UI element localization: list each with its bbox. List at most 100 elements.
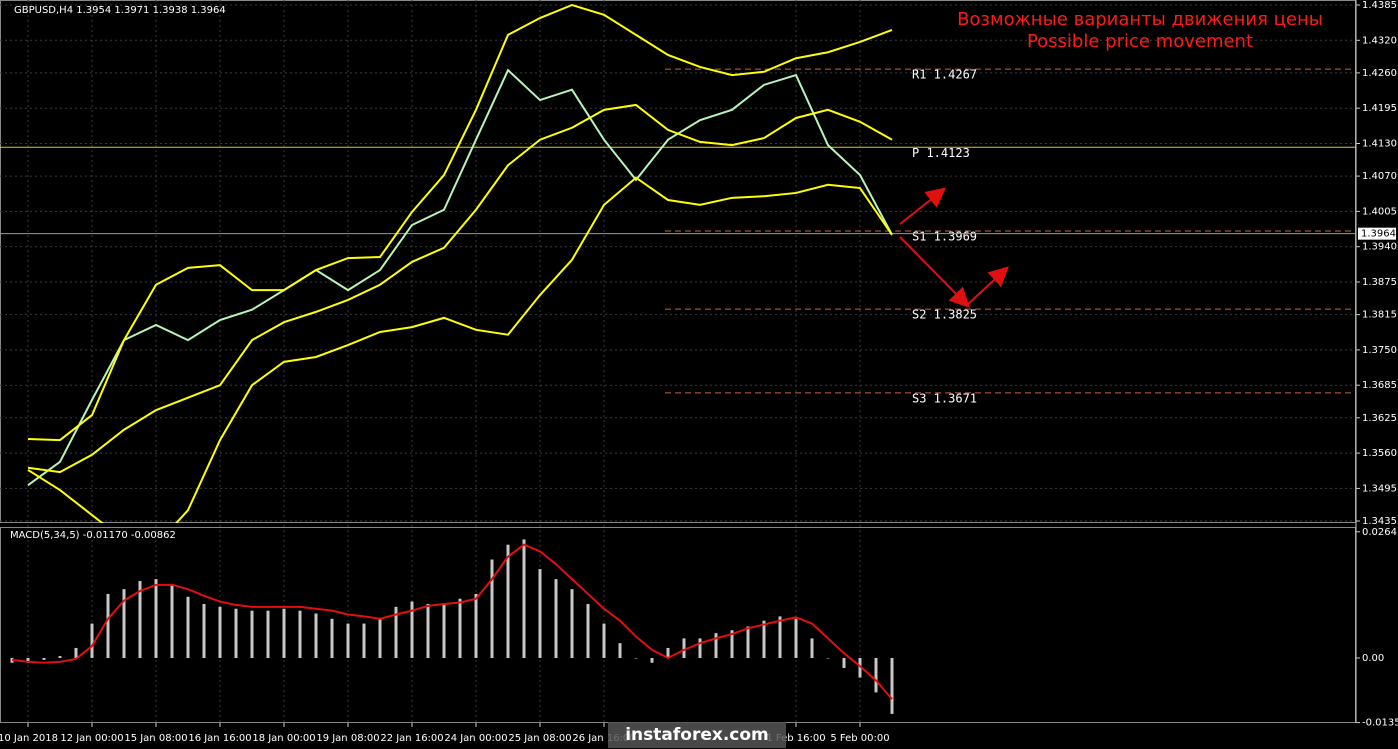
arrow-down <box>899 236 970 308</box>
histogram-bar <box>346 623 350 658</box>
x-tick-label: 18 Jan 00:00 <box>252 733 315 744</box>
histogram-bar <box>26 657 30 663</box>
histogram-bar <box>42 657 46 660</box>
y-tick-label: 1.4320 <box>1362 35 1397 46</box>
histogram-bar <box>762 620 766 658</box>
histogram-bar <box>618 643 622 658</box>
y-tick-label: 1.3750 <box>1362 345 1397 356</box>
y-tick-label: 1.4005 <box>1362 206 1397 217</box>
histogram-bar <box>698 638 702 658</box>
y-tick-label: 1.4385 <box>1362 0 1397 11</box>
forecast-arrows <box>899 187 1009 308</box>
histogram-bar <box>138 581 142 658</box>
chart-title: GBPUSD,H4 1.3954 1.3971 1.3938 1.3964 <box>14 5 226 16</box>
histogram-bar <box>394 606 398 658</box>
histogram-bar <box>874 657 878 693</box>
last-price-label: 1.3964 <box>1361 229 1396 240</box>
histogram-bar <box>218 606 222 658</box>
histogram-bar <box>602 623 606 658</box>
histogram-bar <box>282 608 286 658</box>
x-tick-label: 5 Feb 00:00 <box>830 733 889 744</box>
x-tick-label: 26 Jan 16:00 <box>572 733 635 744</box>
histogram-bar <box>634 657 638 659</box>
histogram-bar <box>810 638 814 658</box>
histogram-bar <box>522 539 526 658</box>
y-tick-label: 0.0264 <box>1362 527 1397 538</box>
y-tick-label: 1.3495 <box>1362 483 1397 494</box>
series-line <box>27 176 893 523</box>
histogram-bar <box>426 603 430 658</box>
y-tick-label: 1.4260 <box>1362 68 1397 79</box>
arrow-up <box>899 187 947 225</box>
last-price-box <box>1358 227 1396 240</box>
histogram-bar <box>266 610 270 658</box>
histogram-bar <box>410 601 414 658</box>
pivot-label: S2 1.3825 <box>912 308 977 322</box>
y-tick-label: 1.3940 <box>1362 242 1397 253</box>
y-tick-label: 1.3875 <box>1362 277 1397 288</box>
annotation: Possible price movement <box>1027 31 1253 52</box>
histogram-bar <box>442 603 446 658</box>
histogram-bar <box>650 657 654 663</box>
watermark: instaforex.com <box>608 722 786 748</box>
x-tick-label: 19 Jan 08:00 <box>316 733 379 744</box>
histogram-bar <box>58 656 62 658</box>
x-tick-label: 12 Jan 00:00 <box>60 733 123 744</box>
y-tick-label: 0.00 <box>1362 653 1384 664</box>
histogram-bar <box>890 657 894 714</box>
x-tick-label: 25 Jan 08:00 <box>508 733 571 744</box>
y-tick-label: 1.4070 <box>1362 171 1397 182</box>
histogram-bar <box>794 618 798 658</box>
series-line <box>27 103 893 474</box>
histogram-bar <box>858 657 862 678</box>
x-tick-label: 10 Jan 2018 <box>0 733 58 744</box>
histogram-bar <box>90 623 94 658</box>
y-tick-label: 1.4195 <box>1362 103 1397 114</box>
histogram-bar <box>682 638 686 658</box>
y-tick-label: 1.3815 <box>1362 310 1397 321</box>
histogram-bar <box>202 603 206 658</box>
pivot-label: P 1.4123 <box>912 146 970 160</box>
y-tick-label: -0.01352 <box>1362 718 1398 729</box>
histogram-bar <box>538 569 542 658</box>
series-line <box>27 3 893 442</box>
histogram-bar <box>570 589 574 658</box>
histogram-bar <box>106 593 110 658</box>
macd-title: MACD(5,34,5) -0.01170 -0.00862 <box>10 530 176 541</box>
histogram-bar <box>474 593 478 658</box>
histogram-bar <box>490 559 494 658</box>
y-tick-label: 1.3685 <box>1362 380 1397 391</box>
histogram-bar <box>842 657 846 669</box>
histogram-bar <box>298 610 302 658</box>
histogram-bar <box>506 544 510 658</box>
histogram-bar <box>458 598 462 658</box>
histogram-bar <box>586 603 590 658</box>
arrow-rebound <box>966 266 1009 306</box>
x-tick-label: 15 Jan 08:00 <box>124 733 187 744</box>
histogram-bar <box>778 616 782 658</box>
y-tick-label: 1.3560 <box>1362 448 1397 459</box>
pivot-label: S3 1.3671 <box>912 391 977 405</box>
pivot-label: R1 1.4267 <box>912 68 977 82</box>
series-line <box>27 68 893 486</box>
x-tick-label: 22 Jan 16:00 <box>380 733 443 744</box>
histogram-bar <box>170 583 174 658</box>
histogram-bar <box>186 596 190 658</box>
histogram-bar <box>74 647 78 658</box>
x-tick-label: 1 Feb 16:00 <box>766 733 825 744</box>
series-line <box>11 543 893 700</box>
histogram-bar <box>730 630 734 658</box>
histogram-bar <box>330 618 334 658</box>
histogram-bar <box>554 579 558 658</box>
watermark-box <box>608 722 786 748</box>
histogram-bar <box>826 657 830 659</box>
histogram-bar <box>314 613 318 658</box>
histogram-bar <box>666 647 670 658</box>
annotation: Возможные варианты движения цены <box>957 9 1323 30</box>
histogram-bar <box>362 623 366 658</box>
watermark-text: instaforex.com <box>625 725 769 745</box>
pivot-label: S1 1.3969 <box>912 229 977 243</box>
